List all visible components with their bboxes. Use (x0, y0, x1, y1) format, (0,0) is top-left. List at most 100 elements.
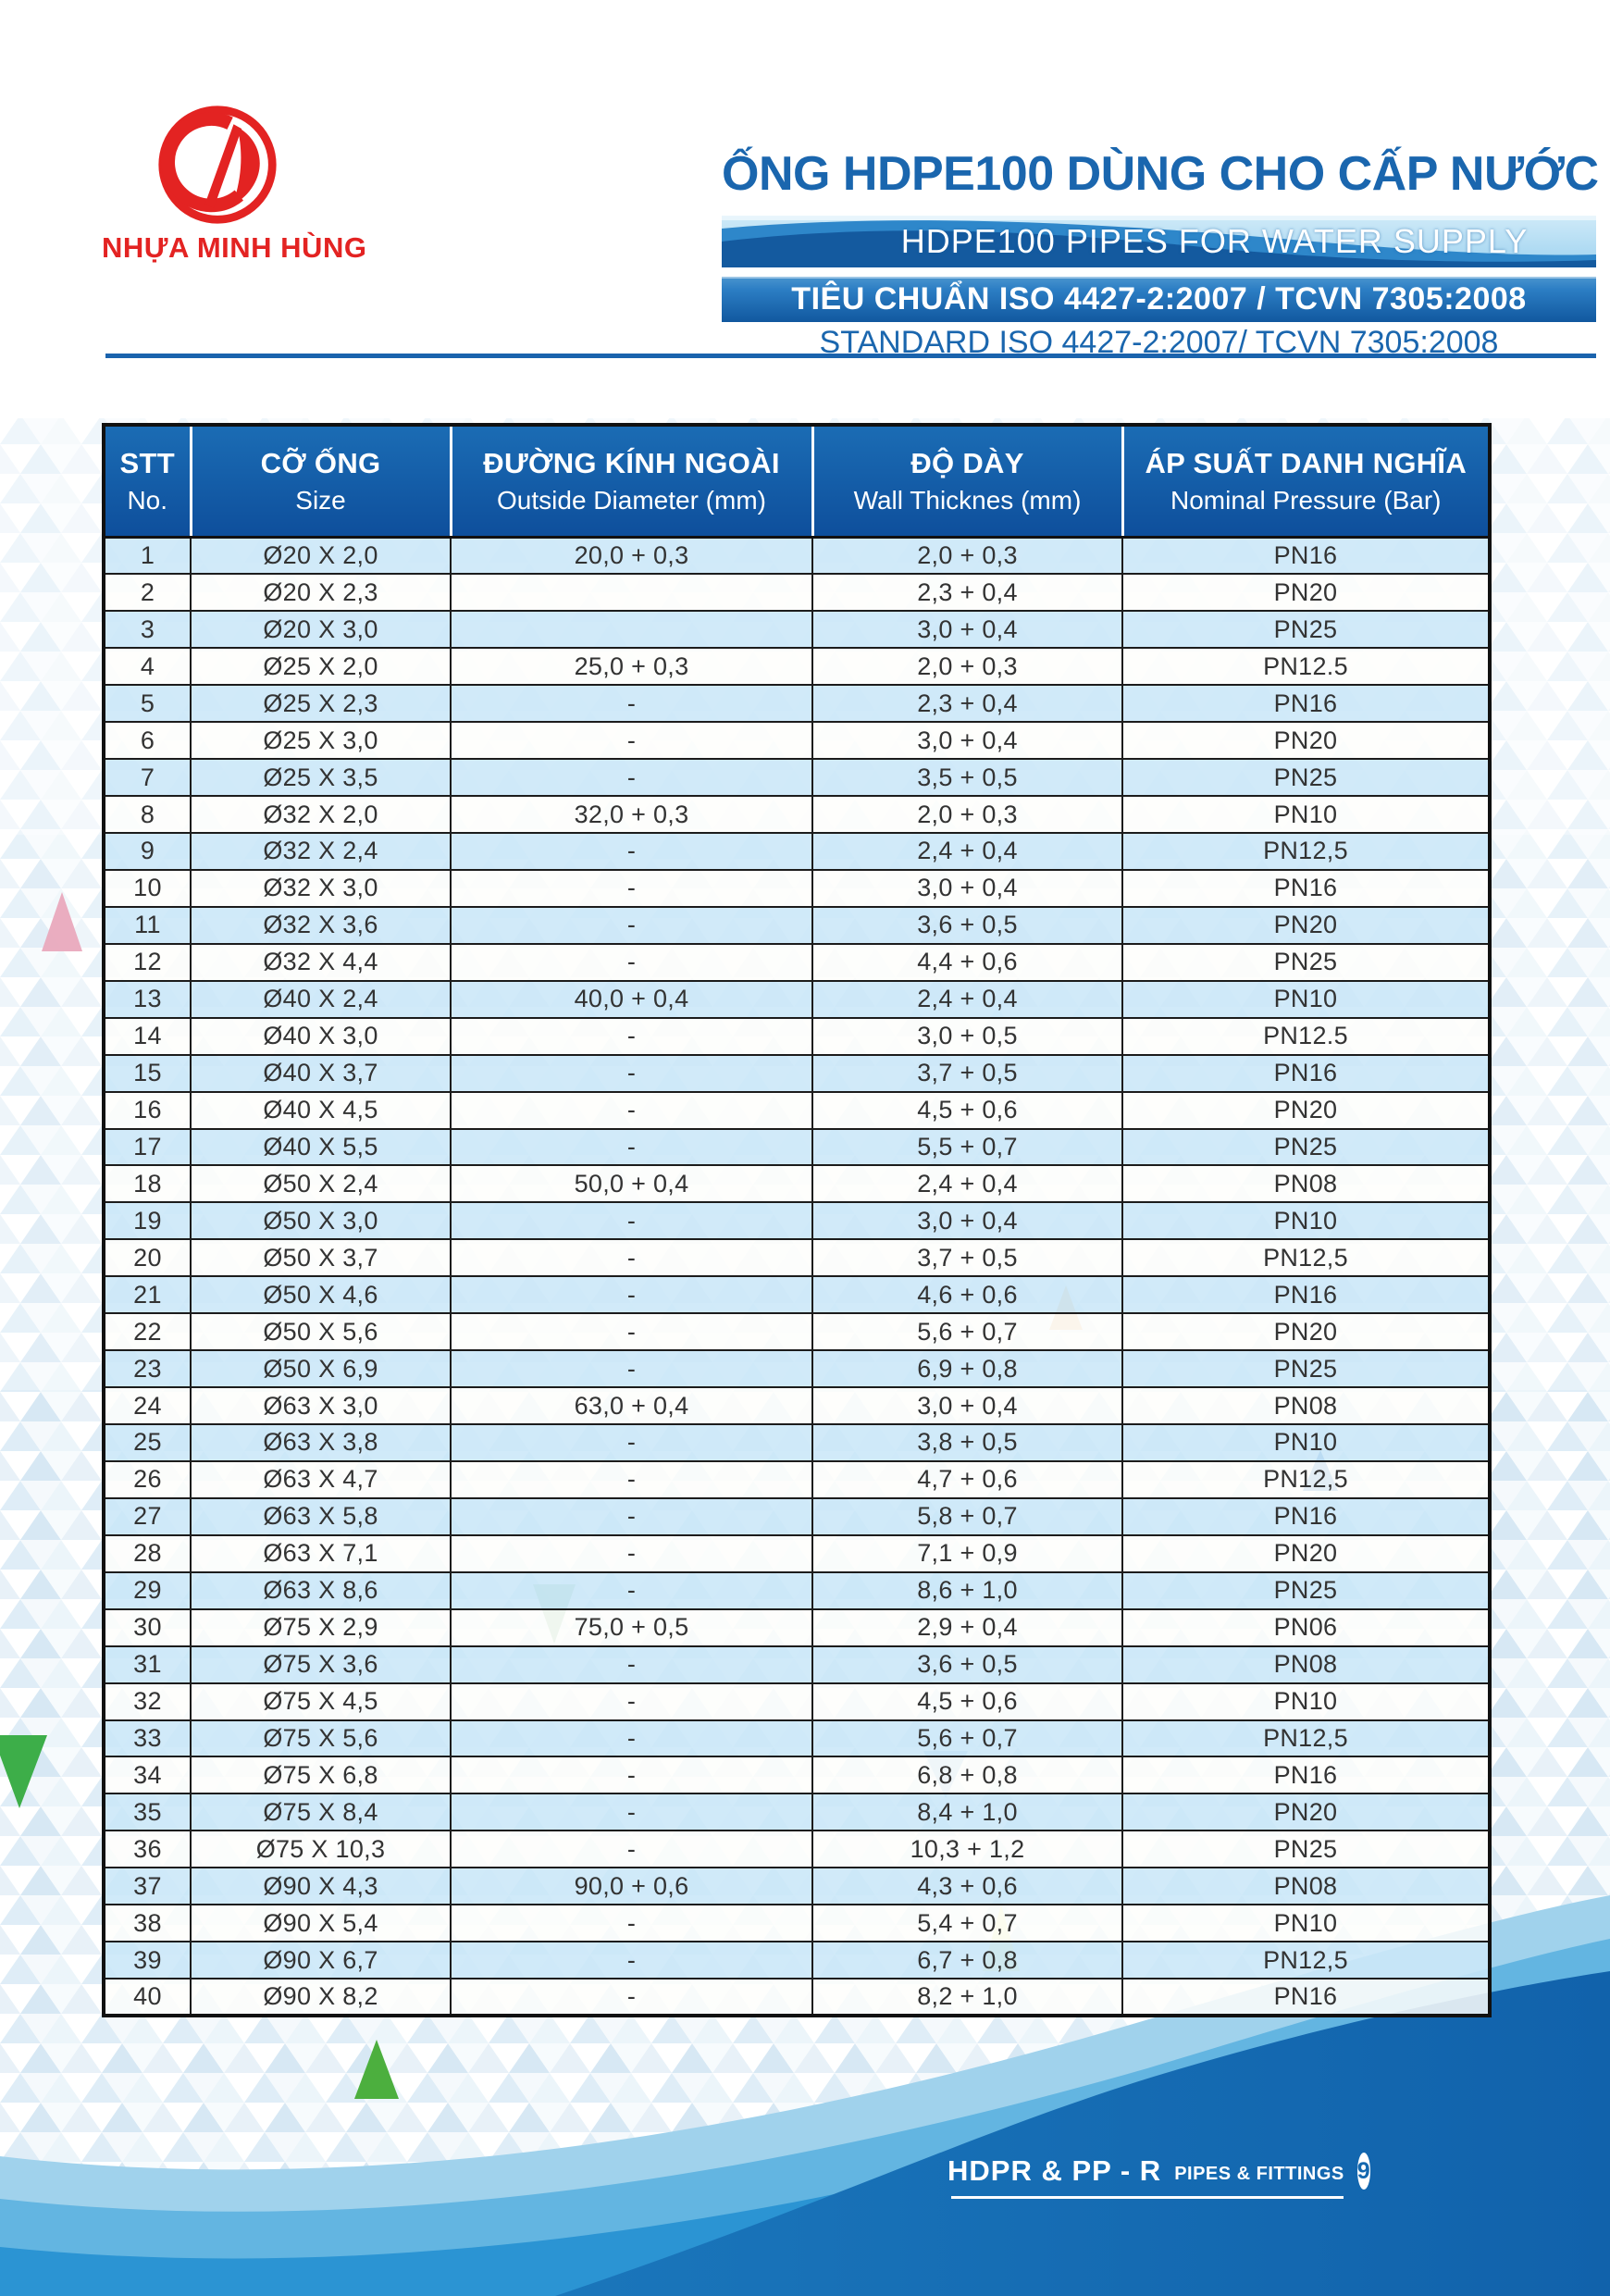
cell-wall-thickness: 3,0 + 0,4 (811, 868, 1123, 908)
cell-outside-diameter: - (450, 758, 813, 798)
cell-size: Ø75 X 3,6 (190, 1644, 452, 1684)
cell-no: 32 (103, 1682, 192, 1721)
footer-brand: HDPR & PP - R (947, 2154, 1162, 2187)
table-row: 2 Ø20 X 2,3 2,3 + 0,4 PN20 (103, 573, 1491, 613)
cell-nominal-pressure: PN25 (1121, 1830, 1491, 1869)
cell-no: 40 (103, 1978, 192, 2017)
cell-nominal-pressure: PN06 (1121, 1607, 1491, 1647)
cell-no: 38 (103, 1904, 192, 1943)
cell-no: 11 (103, 905, 192, 945)
col-header-outside-diameter: ĐƯỜNG KÍNH NGOÀI Outside Diameter (mm) (449, 424, 813, 539)
accent-triangle-green (354, 2040, 399, 2099)
cell-no: 36 (103, 1830, 192, 1869)
cell-outside-diameter: - (450, 1904, 813, 1943)
table-row: 23 Ø50 X 6,9-6,9 + 0,8 PN25 (103, 1349, 1491, 1389)
cell-size: Ø32 X 2,4 (190, 832, 452, 871)
cell-wall-thickness: 2,0 + 0,3 (811, 795, 1123, 834)
cell-size: Ø32 X 2,0 (190, 795, 452, 834)
cell-outside-diameter: - (450, 1127, 813, 1167)
cell-wall-thickness: 2,3 + 0,4 (811, 684, 1123, 724)
table-row: 39 Ø90 X 6,7-6,7 + 0,8 PN12,5 (103, 1941, 1491, 1980)
accent-triangle-green-left (0, 1735, 47, 1808)
cell-no: 14 (103, 1016, 192, 1056)
title-band-english: HDPE100 PIPES FOR WATER SUPPLY (722, 216, 1596, 267)
cell-no: 34 (103, 1756, 192, 1795)
cell-wall-thickness: 4,5 + 0,6 (811, 1682, 1123, 1721)
cell-outside-diameter: - (450, 1312, 813, 1352)
cell-nominal-pressure: PN10 (1121, 795, 1491, 834)
table-row: 26 Ø63 X 4,7-4,7 + 0,6 PN12,5 (103, 1459, 1491, 1499)
cell-outside-diameter: - (450, 1238, 813, 1278)
cell-size: Ø75 X 8,4 (190, 1793, 452, 1832)
cell-outside-diameter: - (450, 1682, 813, 1721)
col-header-wall-thickness: ĐỘ DÀY Wall Thicknes (mm) (811, 424, 1123, 539)
cell-nominal-pressure: PN10 (1121, 1201, 1491, 1241)
cell-no: 25 (103, 1423, 192, 1462)
cell-no: 35 (103, 1793, 192, 1832)
cell-wall-thickness: 4,7 + 0,6 (811, 1459, 1123, 1499)
cell-nominal-pressure: PN25 (1121, 1349, 1491, 1389)
cell-wall-thickness: 6,9 + 0,8 (811, 1349, 1123, 1389)
table-row: 40 Ø90 X 8,2-8,2 + 1,0 PN16 (103, 1978, 1491, 2017)
cell-size: Ø50 X 2,4 (190, 1164, 452, 1204)
header-rule (105, 354, 1596, 358)
cell-nominal-pressure: PN10 (1121, 979, 1491, 1019)
pipe-spec-table: STT No. CỠ ỐNG Size ĐƯỜNG KÍNH NGOÀI Out… (102, 423, 1492, 2017)
cell-no: 24 (103, 1386, 192, 1425)
cell-outside-diameter: - (450, 1496, 813, 1536)
cell-nominal-pressure: PN12,5 (1121, 1719, 1491, 1758)
cell-size: Ø32 X 3,6 (190, 905, 452, 945)
cell-no: 23 (103, 1349, 192, 1389)
cell-outside-diameter: - (450, 832, 813, 871)
cell-wall-thickness: 4,4 + 0,6 (811, 942, 1123, 982)
cell-nominal-pressure: PN20 (1121, 573, 1491, 613)
cell-outside-diameter: - (450, 1053, 813, 1093)
table-row: 32 Ø75 X 4,5-4,5 + 0,6 PN10 (103, 1682, 1491, 1721)
cell-no: 7 (103, 758, 192, 798)
cell-wall-thickness: 7,1 + 0,9 (811, 1533, 1123, 1573)
cell-outside-diameter: 32,0 + 0,3 (450, 795, 813, 834)
cell-nominal-pressure: PN08 (1121, 1386, 1491, 1425)
table-row: 35 Ø75 X 8,4-8,4 + 1,0 PN20 (103, 1793, 1491, 1832)
cell-size: Ø90 X 8,2 (190, 1978, 452, 2017)
cell-size: Ø25 X 3,0 (190, 721, 452, 761)
cell-nominal-pressure: PN10 (1121, 1423, 1491, 1462)
footer-rule (951, 2196, 1344, 2199)
table-row: 28 Ø63 X 7,1-7,1 + 0,9 PN20 (103, 1533, 1491, 1573)
cell-wall-thickness: 4,3 + 0,6 (811, 1867, 1123, 1906)
cell-wall-thickness: 3,6 + 0,5 (811, 1644, 1123, 1684)
cell-size: Ø63 X 4,7 (190, 1459, 452, 1499)
cell-nominal-pressure: PN16 (1121, 1275, 1491, 1315)
logo-mark-icon (158, 105, 277, 224)
cell-outside-diameter: - (450, 1644, 813, 1684)
cell-outside-diameter: - (450, 1719, 813, 1758)
table-row: 18 Ø50 X 2,4 50,0 + 0,4 2,4 + 0,4 PN08 (103, 1164, 1491, 1204)
cell-wall-thickness: 5,6 + 0,7 (811, 1719, 1123, 1758)
table-row: 15 Ø40 X 3,7-3,7 + 0,5 PN16 (103, 1053, 1491, 1093)
table-row: 33 Ø75 X 5,6-5,6 + 0,7 PN12,5 (103, 1719, 1491, 1758)
cell-wall-thickness: 6,8 + 0,8 (811, 1756, 1123, 1795)
cell-outside-diameter: - (450, 721, 813, 761)
cell-wall-thickness: 5,8 + 0,7 (811, 1496, 1123, 1536)
cell-nominal-pressure: PN20 (1121, 721, 1491, 761)
cell-size: Ø40 X 3,0 (190, 1016, 452, 1056)
cell-size: Ø40 X 4,5 (190, 1090, 452, 1130)
cell-size: Ø32 X 3,0 (190, 868, 452, 908)
cell-wall-thickness: 10,3 + 1,2 (811, 1830, 1123, 1869)
cell-wall-thickness: 5,5 + 0,7 (811, 1127, 1123, 1167)
cell-no: 12 (103, 942, 192, 982)
cell-outside-diameter: 20,0 + 0,3 (450, 536, 813, 576)
table-row: 14 Ø40 X 3,0-3,0 + 0,5 PN12.5 (103, 1016, 1491, 1056)
cell-wall-thickness: 3,0 + 0,5 (811, 1016, 1123, 1056)
cell-nominal-pressure: PN12,5 (1121, 1459, 1491, 1499)
standard-band: TIÊU CHUẨN ISO 4427-2:2007 / TCVN 7305:2… (722, 277, 1596, 322)
table-row: 20 Ø50 X 3,7-3,7 + 0,5 PN12,5 (103, 1238, 1491, 1278)
cell-no: 17 (103, 1127, 192, 1167)
cell-nominal-pressure: PN20 (1121, 1793, 1491, 1832)
footer-brand-line: HDPR & PP - R PIPES & FITTINGS 9 (947, 2153, 1370, 2190)
cell-no: 19 (103, 1201, 192, 1241)
table-row: 7 Ø25 X 3,5-3,5 + 0,5 PN25 (103, 758, 1491, 798)
cell-wall-thickness: 2,9 + 0,4 (811, 1607, 1123, 1647)
cell-size: Ø25 X 2,3 (190, 684, 452, 724)
cell-wall-thickness: 8,4 + 1,0 (811, 1793, 1123, 1832)
